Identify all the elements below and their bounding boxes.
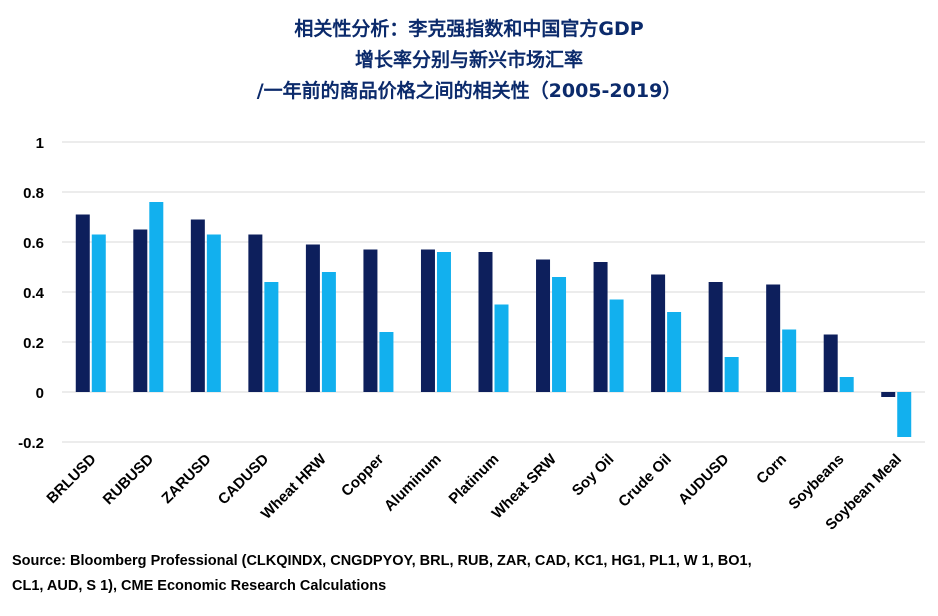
bar-series-1-rubusd	[133, 229, 148, 392]
bar-series-1-aluminum	[420, 249, 435, 392]
bar-series-1-brlusd	[75, 214, 90, 392]
bar-series-2-wheat-hrw	[321, 272, 336, 392]
x-tick-label: AUDUSD	[675, 451, 733, 509]
bar-series-1-cadusd	[248, 234, 263, 392]
bar-series-1-wheat-hrw	[305, 244, 320, 392]
bar-series-1-soy-oil	[593, 262, 608, 392]
chart-title: 相关性分析：李克强指数和中国官方GDP 增长率分别与新兴市场汇率 /一年前的商品…	[0, 14, 938, 107]
bar-series-2-audusd	[724, 357, 739, 392]
bar-series-1-soybeans	[823, 334, 838, 392]
y-axis-ticks: 1 0.8 0.6 0.4 0.2 0 -0.2	[18, 135, 45, 452]
bar-series-2-zarusd	[206, 234, 221, 392]
bar-series-2-platinum	[494, 304, 509, 392]
bar-series-2-rubusd	[149, 202, 164, 392]
x-tick-label: ZARUSD	[158, 451, 214, 507]
bar-series-2-copper	[379, 332, 394, 392]
y-tick-label: -0.2	[18, 435, 44, 452]
bar-series-1-copper	[363, 249, 378, 392]
bar-series-1-wheat-srw	[536, 259, 551, 392]
x-tick-label: Soybeans	[785, 451, 847, 513]
bar-series-2-wheat-srw	[552, 277, 567, 392]
y-tick-label: 0.6	[23, 235, 44, 252]
x-tick-label: Crude Oil	[615, 451, 675, 511]
bar-series-2-corn	[782, 329, 797, 392]
bar-series-2-cadusd	[264, 282, 279, 392]
x-tick-label: RUBUSD	[100, 451, 158, 509]
bar-series-1-corn	[766, 284, 781, 392]
x-tick-label: Aluminum	[381, 451, 445, 515]
source-line-1: Source: Bloomberg Professional (CLKQINDX…	[12, 553, 752, 569]
bar-series-1-crude-oil	[651, 274, 666, 392]
bar-series-2-brlusd	[91, 234, 106, 392]
source-note: Source: Bloomberg Professional (CLKQINDX…	[12, 549, 922, 599]
bar-series-2-soybean-meal	[897, 392, 912, 437]
bars	[75, 202, 912, 437]
bar-series-2-soy-oil	[609, 299, 624, 392]
y-tick-label: 0.8	[23, 185, 44, 202]
x-tick-label: BRLUSD	[43, 451, 99, 507]
bar-series-1-soybean-meal	[881, 392, 896, 397]
x-tick-label: Corn	[753, 451, 790, 488]
x-tick-label: Soy Oil	[569, 451, 618, 500]
y-tick-label: 0.4	[23, 285, 45, 302]
x-tick-label: CADUSD	[215, 451, 273, 509]
bar-series-2-crude-oil	[667, 312, 682, 392]
bar-series-2-aluminum	[436, 252, 451, 392]
bar-series-2-soybeans	[839, 377, 854, 392]
source-line-2: CL1, AUD, S 1), CME Economic Research Ca…	[12, 578, 387, 594]
bar-series-1-platinum	[478, 252, 493, 392]
title-line-2: 增长率分别与新兴市场汇率	[354, 49, 583, 71]
grid-lines	[62, 141, 925, 443]
x-tick-label: Copper	[338, 451, 387, 500]
y-tick-label: 0.2	[23, 335, 44, 352]
x-tick-label: Platinum	[446, 451, 503, 508]
y-tick-label: 1	[36, 135, 44, 152]
y-tick-label: 0	[36, 385, 44, 402]
bar-series-1-audusd	[708, 282, 723, 392]
title-line-3: /一年前的商品价格之间的相关性（2005-2019）	[256, 80, 682, 102]
bar-series-1-zarusd	[190, 219, 205, 392]
title-line-1: 相关性分析：李克强指数和中国官方GDP	[294, 18, 644, 40]
